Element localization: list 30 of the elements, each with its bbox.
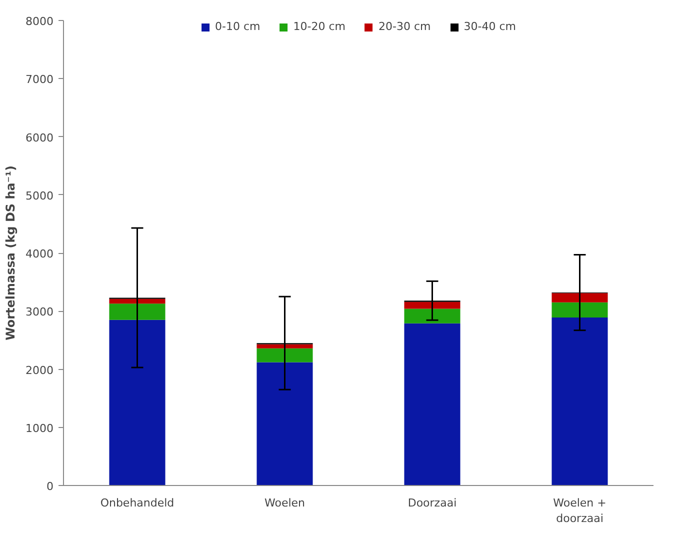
y-tick-label: 7000 <box>26 73 54 86</box>
bar <box>404 308 460 324</box>
bar <box>109 304 166 320</box>
bar <box>404 302 460 309</box>
bar <box>256 348 313 362</box>
y-tick-label: 5000 <box>26 189 54 202</box>
bar <box>552 293 608 302</box>
y-tick-label: 4000 <box>26 248 54 260</box>
y-tick-label: 6000 <box>26 131 54 144</box>
x-tick-label: Doorzaai <box>408 496 457 510</box>
y-tick-label: 8000 <box>26 15 54 28</box>
y-tick-label: 0 <box>46 480 54 493</box>
bar <box>256 344 313 348</box>
bar <box>109 320 166 486</box>
legend-label: 10-20 cm <box>293 20 346 33</box>
x-tick-label: Woelen <box>264 496 306 510</box>
legend-label: 20-30 cm <box>378 20 431 33</box>
y-axis-title: Wortelmassa (kg DS ha⁻¹) <box>4 166 18 340</box>
x-tick-label: Onbehandeld <box>100 496 174 510</box>
legend-label: 0-10 cm <box>215 20 260 33</box>
y-tick-label: 1000 <box>26 422 54 435</box>
x-tick-label: Woelen + doorzaai <box>553 496 606 526</box>
bar <box>109 298 166 304</box>
bar <box>552 318 608 486</box>
y-tick-label: 3000 <box>26 306 54 319</box>
legend-label: 30-40 cm <box>464 20 516 33</box>
bar <box>256 362 313 486</box>
y-tick-label: 2000 <box>26 364 54 377</box>
bar <box>552 302 608 318</box>
bar <box>404 323 460 486</box>
